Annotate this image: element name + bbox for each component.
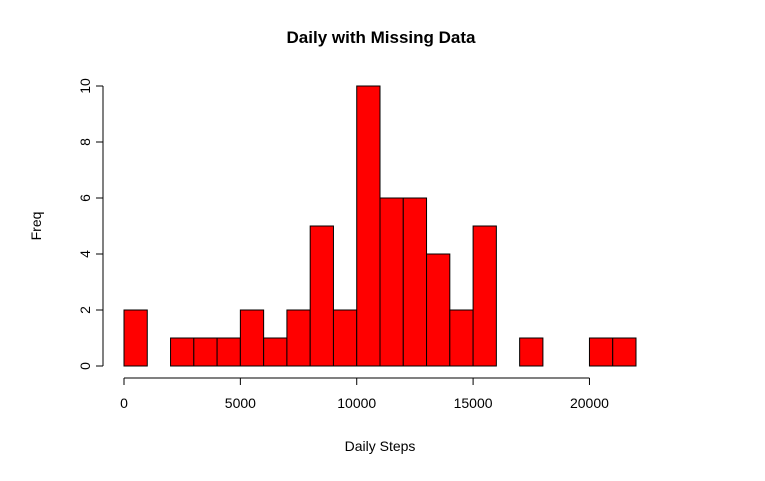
- histogram-bar: [426, 253, 451, 367]
- histogram-bar: [170, 337, 195, 367]
- histogram-bar: [356, 85, 381, 367]
- histogram-bar: [216, 337, 241, 367]
- bars-group: [123, 85, 637, 367]
- x-tick-label: 20000: [570, 395, 609, 411]
- chart-title: Daily with Missing Data: [287, 28, 476, 47]
- y-tick-label: 8: [77, 138, 93, 146]
- x-tick-label: 15000: [454, 395, 493, 411]
- y-tick-label: 4: [77, 250, 93, 258]
- x-axis: 0 5000 10000 15000 20000: [120, 377, 609, 411]
- histogram-bar: [612, 337, 637, 367]
- y-tick-label: 10: [77, 78, 93, 94]
- histogram-bar: [379, 197, 404, 367]
- histogram-bar: [402, 197, 428, 367]
- histogram-bar: [519, 337, 544, 367]
- histogram-bar: [309, 225, 334, 367]
- y-tick-label: 2: [77, 306, 93, 314]
- y-tick-label: 6: [77, 194, 93, 202]
- histogram-bar: [472, 225, 497, 367]
- histogram-bar: [123, 309, 148, 367]
- y-axis: 0 2 4 6 8 10: [77, 78, 104, 370]
- histogram-bar: [588, 337, 614, 367]
- x-tick-label: 0: [120, 395, 128, 411]
- histogram-bar: [193, 337, 218, 367]
- histogram-bar: [286, 309, 311, 367]
- histogram-bar: [449, 309, 474, 367]
- y-tick-label: 0: [77, 362, 93, 370]
- histogram-bar: [239, 309, 265, 367]
- histogram-bar: [263, 337, 288, 367]
- x-axis-label: Daily Steps: [345, 438, 416, 454]
- x-tick-label: 10000: [337, 395, 376, 411]
- histogram-bar: [332, 309, 358, 367]
- y-axis-label: Freq: [28, 212, 44, 241]
- x-tick-label: 5000: [225, 395, 256, 411]
